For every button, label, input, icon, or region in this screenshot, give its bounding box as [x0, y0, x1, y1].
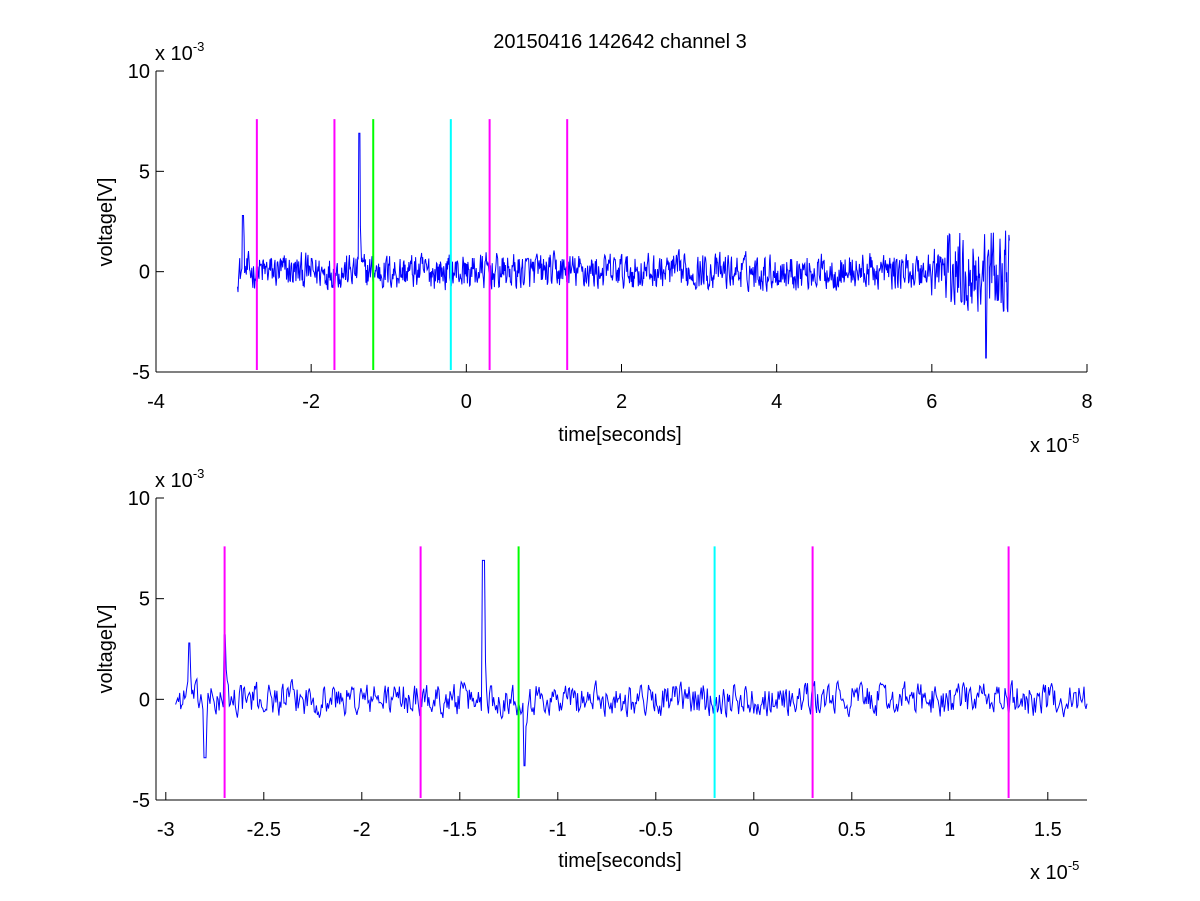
- bottom-y-exponent: x 10-3: [155, 466, 204, 492]
- bottom-x-exponent: x 10-5: [1030, 858, 1079, 884]
- top-ticks: -4 -2 0 2 4 6 8 -5 0 5 10: [128, 61, 1093, 413]
- x-tick-label: 4: [771, 391, 782, 413]
- x-tick-label: -2: [353, 819, 371, 841]
- x-tick-label: -2.5: [247, 819, 281, 841]
- bottom-y-label: voltage[V]: [95, 605, 117, 694]
- top-signal: [237, 132, 1010, 359]
- y-tick-label: 0: [139, 262, 150, 284]
- x-tick-label: -4: [147, 391, 165, 413]
- bottom-x-label: time[seconds]: [558, 850, 681, 872]
- x-tick-label: 1.5: [1034, 819, 1062, 841]
- x-tick-label: 0: [461, 391, 472, 413]
- bottom-axes: [155, 498, 1087, 801]
- x-tick-label: -0.5: [639, 819, 673, 841]
- y-tick-label: -5: [132, 790, 150, 812]
- x-tick-label: 6: [926, 391, 937, 413]
- signal-line: [237, 132, 1010, 359]
- y-tick-label: 10: [128, 488, 150, 510]
- top-y-exponent: x 10-3: [155, 39, 204, 65]
- top-y-exponent-power: -3: [193, 39, 205, 54]
- top-x-exponent: x 10-5: [1030, 431, 1079, 457]
- top-y-label: voltage[V]: [95, 178, 117, 267]
- signal-line: [175, 559, 1088, 767]
- y-tick-label: -5: [132, 362, 150, 384]
- bottom-x-exponent-base: x 10: [1030, 862, 1068, 884]
- bottom-markers: [223, 546, 1010, 798]
- top-markers: [255, 119, 569, 370]
- x-tick-label: 1: [944, 819, 955, 841]
- top-x-exponent-base: x 10: [1030, 435, 1068, 457]
- bottom-x-exponent-power: -5: [1068, 858, 1080, 873]
- x-tick-label: -2: [302, 391, 320, 413]
- y-tick-label: 0: [139, 689, 150, 711]
- x-tick-label: 0.5: [838, 819, 866, 841]
- bottom-y-exponent-power: -3: [193, 466, 205, 481]
- x-tick-label: -1.5: [443, 819, 477, 841]
- x-tick-label: 2: [616, 391, 627, 413]
- top-axes: [155, 71, 1087, 373]
- bottom-plot: -3 -2.5 -2 -1.5 -1 -0.5 0 0.5 1 1.5 -5 0 5 10 time[se…: [95, 466, 1088, 884]
- chart-title: 20150416 142642 channel 3: [493, 31, 747, 53]
- top-y-exponent-base: x 10: [155, 43, 193, 65]
- top-x-exponent-power: -5: [1068, 431, 1080, 446]
- bottom-y-exponent-base: x 10: [155, 470, 193, 492]
- x-tick-label: 8: [1081, 391, 1092, 413]
- y-tick-label: 5: [139, 589, 150, 611]
- y-tick-label: 5: [139, 161, 150, 183]
- x-tick-label: -3: [157, 819, 175, 841]
- x-tick-label: -1: [549, 819, 567, 841]
- bottom-signal: [175, 559, 1088, 767]
- y-tick-label: 10: [128, 61, 150, 83]
- bottom-ticks: -3 -2.5 -2 -1.5 -1 -0.5 0 0.5 1 1.5 -5 0 5 10: [128, 488, 1062, 841]
- x-tick-label: 0: [748, 819, 759, 841]
- top-x-label: time[seconds]: [558, 424, 681, 446]
- top-plot: -4 -2 0 2 4 6 8 -5 0 5 10 time[seconds] voltage[V]…: [95, 39, 1093, 457]
